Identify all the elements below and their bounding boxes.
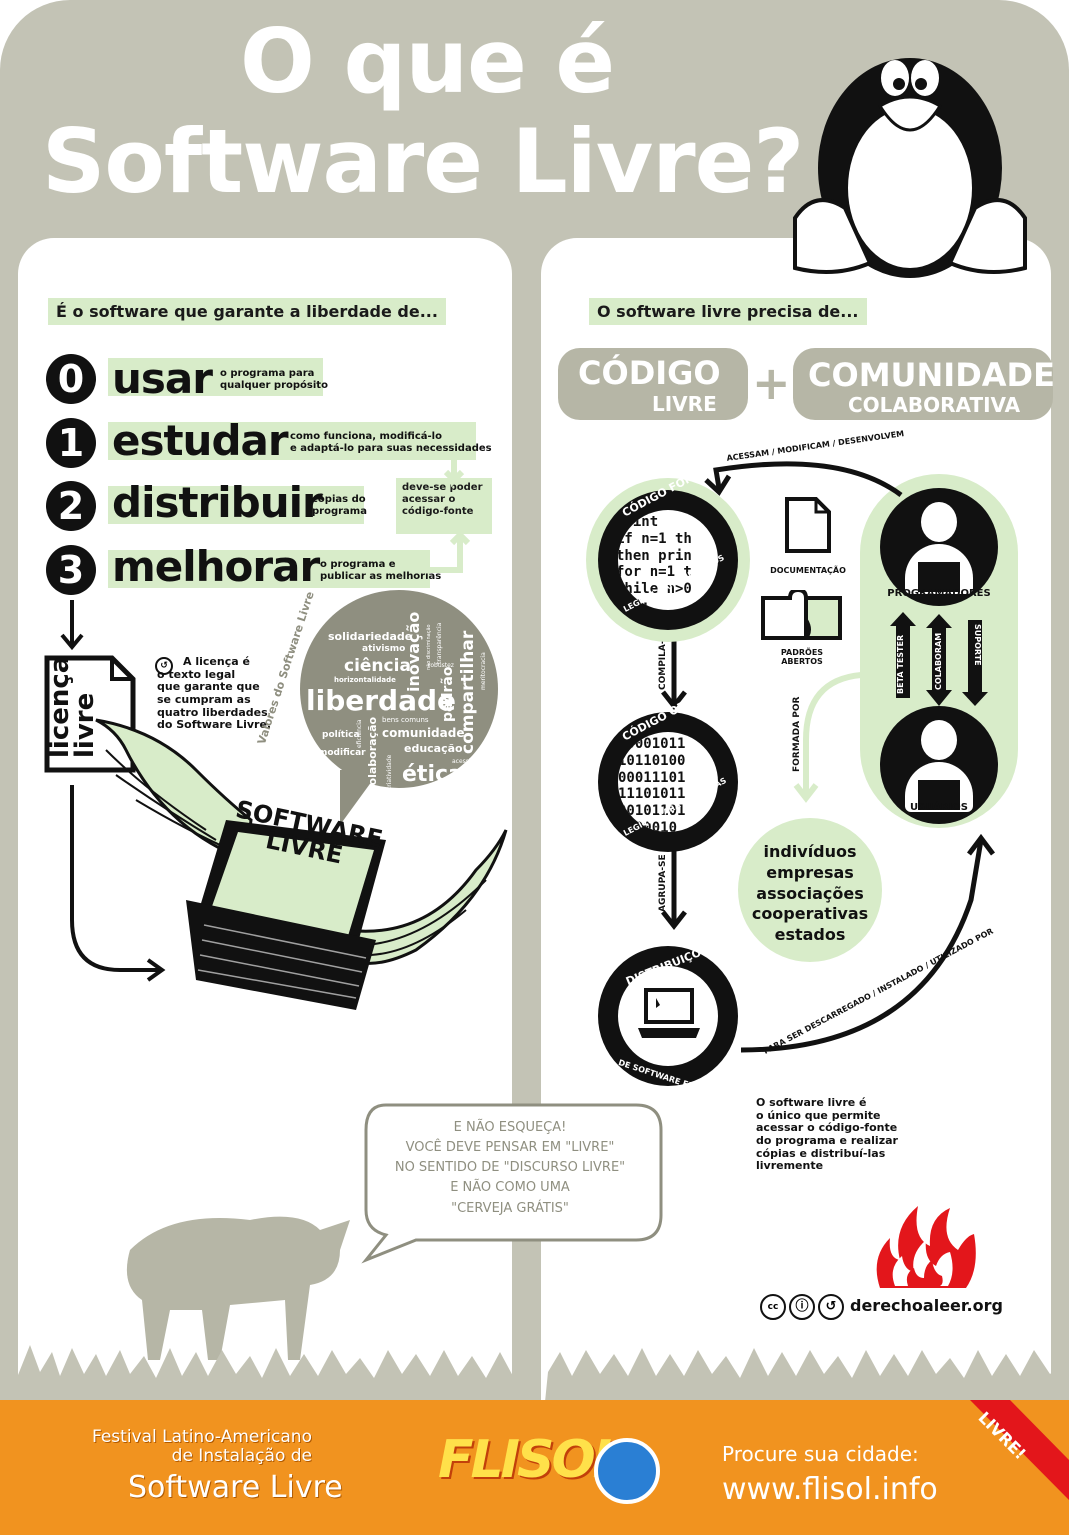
speech-bubble — [361, 1103, 663, 1264]
codigo-livre-line2: LIVRE — [652, 392, 717, 416]
colaboram-label: COLABORAM — [934, 632, 943, 690]
members-text: indivíduos empresas associações cooperat… — [751, 842, 869, 945]
beta-tester-label: BETA TESTER — [896, 634, 905, 694]
members-circle — [738, 818, 882, 962]
freedom-band-0 — [108, 358, 323, 396]
grass-decoration — [0, 1345, 1069, 1402]
codigo-fonte-code: print if n=1 th then prin for n=1 t whil… — [618, 514, 692, 610]
programadores-avatar — [880, 488, 998, 606]
winged-laptop-icon — [95, 718, 508, 1010]
value-robustez: robustez — [428, 662, 454, 669]
cc-badges: cc ⓘ ↺ — [760, 1294, 844, 1320]
footer-banner — [0, 1400, 1069, 1535]
documentacao-label: DOCUMENTAÇÃO — [770, 566, 846, 575]
value-etica: ética — [402, 762, 463, 787]
value-ativismo: ativismo — [362, 644, 406, 654]
value-horizontalidade: horizontalidade — [334, 676, 396, 684]
plus-sign: + — [752, 356, 791, 410]
agrupa-label: AGRUPA-SE — [658, 854, 668, 912]
collaboration-arrows — [890, 612, 988, 706]
left-heading: É o software que garante a liberdade de.… — [48, 298, 446, 325]
title-line1: O que é — [240, 10, 615, 113]
freedom-number-2: 2 — [46, 481, 96, 531]
puzzle-icon — [761, 590, 842, 640]
value-educacao: educação — [404, 742, 463, 755]
freedom-number-1: 1 — [46, 418, 96, 468]
left-arrows — [60, 460, 471, 982]
value-liberdade: liberdade — [306, 684, 457, 717]
codigo-livre-line1: CÓDIGO — [578, 354, 721, 392]
codigo-objeto-circle: 10001011 10110100 00011101 11101011 0010… — [598, 712, 738, 852]
license-cc-icon: ↺ — [155, 657, 173, 675]
freedom-desc-3: o programa e publicar as melhorias — [320, 559, 442, 582]
freedom-desc-1: como funciona, modificá-lo e adaptá-lo p… — [290, 431, 492, 454]
footer-festival: Festival Latino-Americano de Instalação … — [92, 1427, 312, 1466]
freedom-band-3 — [108, 550, 430, 588]
value-modificar: modificar — [318, 748, 366, 758]
tux-penguin-icon — [793, 58, 1027, 278]
footer-festival-big: Software Livre — [128, 1470, 343, 1505]
value-acessibilidade: acessibilidade — [452, 758, 495, 765]
usuarios-avatar — [880, 706, 998, 824]
padroes-label: PADRÕES ABERTOS — [780, 648, 824, 666]
codigo-fonte-circle: print if n=1 th then prin for n=1 t whil… — [598, 490, 738, 630]
value-politica: política — [322, 730, 360, 740]
credit-link[interactable]: derechoaleer.org — [850, 1296, 1003, 1315]
freedom-band-2 — [108, 486, 364, 524]
value-solidariedade: solidariedade — [328, 630, 413, 643]
values-bubble-tail — [340, 770, 380, 825]
freedom-word-2: distribuir — [112, 478, 323, 527]
distribuicoes-laptop-icon — [638, 988, 700, 1038]
value-comunidade: comunidade — [382, 726, 465, 740]
codigo-objeto-code: 10001011 10110100 00011101 11101011 0010… — [618, 736, 686, 832]
freedom-number-0: 0 — [46, 354, 96, 404]
codigo-livre-pill — [558, 348, 748, 420]
value-meritocracia: meritocracia — [480, 652, 487, 690]
suporte-label: SUPORTE — [973, 624, 982, 666]
license-text: A licença é o texto legal que garante qu… — [157, 655, 272, 732]
flame-logo-icon — [876, 1206, 976, 1288]
globe-icon — [594, 1438, 660, 1504]
share-alike-icon: ↺ — [818, 1294, 844, 1320]
speech-text: E NÃO ESQUEÇA! VOCÊ DEVE PENSAR EM "LIVR… — [394, 1120, 626, 1216]
programadores-label: PROGRAMADORES — [887, 588, 991, 599]
title-line2: Software Livre? — [42, 110, 804, 213]
freedom-band-1 — [108, 422, 476, 460]
freedom-number-3: 3 — [46, 545, 96, 595]
flow-arrows — [661, 461, 995, 1053]
source-note: deve-se poder acessar o código-fonte — [396, 478, 492, 534]
comunidade-pill — [793, 348, 1053, 420]
footer-procure: Procure sua cidade: — [722, 1442, 919, 1466]
freedom-word-0: usar — [112, 354, 213, 403]
license-document-icon — [44, 655, 136, 773]
freedom-desc-2: cópias do programa — [312, 494, 367, 517]
freedom-desc-0: o programa para qualquer propósito — [220, 368, 328, 391]
footer-url[interactable]: www.flisol.info — [722, 1472, 938, 1507]
right-heading: O software livre precisa de... — [589, 298, 867, 325]
usuarios-label: USUÁRIOS — [910, 802, 968, 813]
document-icon — [785, 497, 831, 553]
attribution-icon: ⓘ — [789, 1294, 815, 1320]
freedom-word-1: estudar — [112, 416, 289, 465]
freedom-note: O software livre é o único que permite a… — [756, 1096, 898, 1173]
livre-ribbon — [970, 1400, 1069, 1500]
comunidade-line1: COMUNIDADE — [808, 356, 1055, 394]
freedom-word-3: melhorar — [112, 542, 320, 591]
value-bens-comuns: bens comuns — [382, 716, 429, 724]
value-ciencia: ciência — [344, 656, 411, 676]
value-transparencia: transparência — [436, 622, 443, 664]
formada-label: FORMADA POR — [792, 696, 802, 772]
gnu-silhouette-icon — [126, 1216, 350, 1360]
comunidade-line2: COLABORATIVA — [848, 393, 1021, 417]
values-bubble — [300, 590, 498, 788]
cc-icon: cc — [760, 1294, 786, 1320]
value-inovacao: inovação — [404, 611, 423, 692]
